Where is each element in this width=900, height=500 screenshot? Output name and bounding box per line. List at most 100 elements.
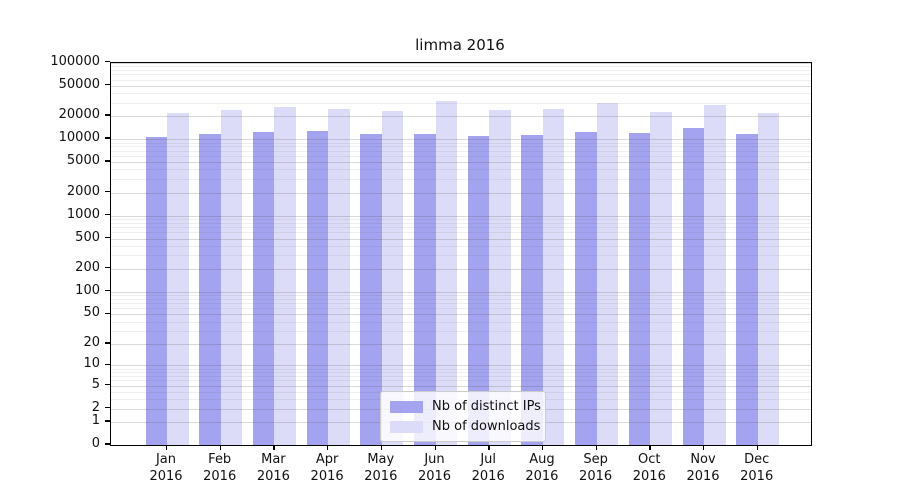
- bar-distinct-ips-may: [360, 134, 382, 445]
- bar-downloads-jan: [167, 113, 189, 445]
- x-tick-mark: [541, 445, 544, 450]
- bar-distinct-ips-jun: [414, 133, 436, 445]
- y-tick-mark: [105, 236, 110, 239]
- y-tick-label: 1: [91, 413, 100, 428]
- legend-item-downloads: Nb of downloads: [390, 419, 540, 434]
- x-tick-label: Apr 2016: [310, 452, 344, 484]
- y-tick-label: 500: [75, 229, 100, 245]
- y-tick-mark: [105, 160, 110, 162]
- y-tick-label: 20000: [58, 107, 100, 122]
- bar-distinct-ips-sep: [575, 131, 597, 445]
- bar-distinct-ips-aug: [521, 134, 543, 445]
- y-tick-label: 5: [91, 376, 100, 392]
- bar-distinct-ips-jul: [467, 135, 490, 445]
- bar-distinct-ips-dec: [736, 133, 758, 445]
- bar-distinct-ips-feb: [199, 134, 221, 445]
- x-tick-label: May 2016: [364, 452, 398, 484]
- bar-distinct-ips-mar: [252, 131, 275, 445]
- gridline-minor: [111, 92, 811, 94]
- y-tick-label: 10: [83, 356, 100, 372]
- x-tick-mark: [166, 445, 168, 450]
- legend-label-distinct-ips: Nb of distinct IPs: [432, 399, 541, 414]
- y-tick-label: 100: [75, 282, 100, 298]
- y-tick-label: 2000: [66, 183, 100, 199]
- gridline-minor: [111, 74, 811, 76]
- y-tick-mark: [105, 267, 110, 269]
- x-tick-label: Dec 2016: [740, 452, 774, 484]
- y-tick-label: 5000: [66, 153, 100, 168]
- bar-downloads-feb: [220, 109, 243, 445]
- x-tick-label: Aug 2016: [525, 452, 559, 484]
- x-tick-label: Jan 2016: [149, 452, 183, 484]
- y-tick-label: 2: [91, 399, 100, 415]
- x-tick-mark: [649, 445, 651, 450]
- y-tick-label: 10000: [58, 130, 100, 145]
- y-tick-mark: [105, 443, 110, 445]
- y-tick-mark: [105, 190, 110, 193]
- x-tick-mark: [273, 445, 275, 450]
- y-tick-mark: [105, 363, 110, 365]
- x-tick-mark: [380, 445, 383, 450]
- y-tick-label: 100000: [50, 53, 100, 69]
- x-tick-label: Sep 2016: [579, 452, 613, 484]
- bar-downloads-jul: [489, 109, 511, 445]
- x-tick-label: Mar 2016: [256, 452, 290, 484]
- y-tick-mark: [105, 342, 110, 344]
- bar-downloads-nov: [704, 104, 726, 445]
- y-tick-mark: [105, 406, 110, 409]
- x-tick-mark: [703, 445, 705, 450]
- bar-downloads-sep: [596, 103, 619, 445]
- legend-swatch-distinct-ips: [390, 400, 423, 413]
- legend-label-downloads: Nb of downloads: [432, 419, 541, 434]
- bar-distinct-ips-nov: [682, 128, 704, 445]
- legend-swatch-downloads: [390, 420, 423, 433]
- gridline-major: [111, 62, 811, 64]
- x-tick-mark: [327, 445, 329, 450]
- y-tick-mark: [105, 60, 110, 63]
- y-tick-mark: [105, 137, 110, 139]
- x-tick-label: Jul 2016: [471, 452, 505, 484]
- gridline-major: [111, 85, 811, 87]
- bar-downloads-mar: [274, 107, 296, 445]
- y-tick-mark: [105, 312, 110, 315]
- y-tick-mark: [105, 383, 110, 386]
- y-tick-label: 200: [75, 259, 100, 275]
- x-tick-label: Jun 2016: [417, 452, 452, 484]
- x-tick-label: Oct 2016: [632, 452, 666, 484]
- bar-distinct-ips-oct: [628, 133, 651, 445]
- legend: Nb of distinct IPs Nb of downloads: [380, 391, 546, 442]
- gridline-minor: [111, 79, 811, 81]
- y-tick-label: 0: [91, 436, 100, 451]
- bar-distinct-ips-jan: [145, 137, 167, 445]
- x-tick-label: Nov 2016: [686, 452, 720, 484]
- gridline-minor: [111, 69, 811, 71]
- y-tick-mark: [105, 213, 110, 216]
- x-tick-mark: [434, 445, 436, 450]
- x-tick-label: Feb 2016: [203, 452, 237, 484]
- chart-title: limma 2016: [415, 36, 505, 54]
- gridline-minor: [111, 102, 811, 104]
- bar-downloads-dec: [757, 113, 780, 445]
- y-tick-label: 1000: [66, 206, 100, 222]
- x-tick-mark: [488, 445, 490, 450]
- x-tick-mark: [756, 445, 759, 450]
- plot-area: [110, 62, 812, 446]
- bar-distinct-ips-apr: [306, 130, 329, 445]
- bar-downloads-apr: [328, 109, 350, 445]
- bar-downloads-aug: [542, 109, 565, 445]
- y-tick-mark: [105, 290, 110, 292]
- bar-downloads-oct: [650, 112, 672, 445]
- y-tick-label: 20: [83, 334, 100, 350]
- x-tick-mark: [219, 445, 222, 450]
- legend-item-distinct-ips: Nb of distinct IPs: [390, 399, 541, 414]
- bar-downloads-jun: [435, 101, 457, 445]
- y-tick-label: 50: [83, 305, 100, 321]
- y-tick-label: 50000: [58, 76, 100, 92]
- gridline-minor: [111, 66, 811, 67]
- x-tick-mark: [595, 445, 597, 450]
- bar-downloads-may: [381, 110, 404, 445]
- y-tick-mark: [105, 114, 110, 116]
- y-tick-mark: [105, 420, 110, 422]
- y-tick-mark: [105, 83, 110, 86]
